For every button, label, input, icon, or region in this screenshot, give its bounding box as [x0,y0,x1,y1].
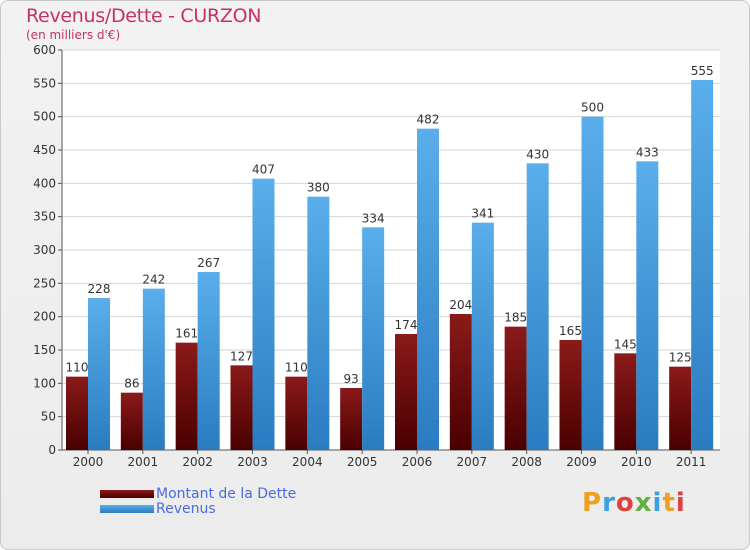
data-label-revenue: 228 [88,282,111,296]
y-tick-label: 150 [33,343,56,357]
chart-subtitle: (en milliers d'€) [26,28,121,42]
legend-label-revenue: Revenus [156,500,216,517]
data-label-debt: 145 [614,337,637,351]
bar-revenue [362,227,385,450]
data-label-revenue: 555 [691,64,714,78]
bar-debt [504,326,527,450]
y-tick-label: 100 [33,376,56,390]
x-tick-label: 2005 [347,455,378,469]
logo-letter: r [602,488,616,518]
y-tick-label: 450 [33,143,56,157]
data-label-revenue: 430 [526,147,549,161]
y-tick-label: 350 [33,210,56,224]
data-label-revenue: 407 [252,163,275,177]
y-tick-label: 400 [33,176,56,190]
legend-swatch-debt [100,489,154,498]
logo-letter: t [662,488,676,518]
data-label-debt: 110 [66,361,89,375]
legend-swatch-revenue [100,504,154,513]
y-tick-label: 500 [33,110,56,124]
bar-debt [285,376,308,450]
legend: Montant de la Dette Revenus [100,485,297,517]
data-label-revenue: 341 [471,207,494,221]
logo-letter: o [615,488,635,518]
data-label-debt: 204 [449,298,472,312]
x-tick-label: 2000 [73,455,104,469]
y-tick-label: 200 [33,310,56,324]
bar-revenue [581,116,604,451]
proxiti-logo: Proxiti [582,488,686,518]
bar-revenue [307,196,330,450]
bar-debt [66,376,88,450]
x-tick-label: 2004 [292,455,323,469]
logo-letter: P [582,488,603,518]
data-label-debt: 86 [124,377,139,391]
y-tick-label: 250 [33,276,56,290]
y-tick-label: 600 [33,43,56,57]
bar-debt [449,314,472,450]
bar-revenue [142,288,165,450]
bar-revenue [471,222,494,450]
data-label-debt: 110 [285,361,308,375]
data-label-revenue: 267 [197,256,220,270]
bar-debt [395,334,417,450]
legend-item-debt: Montant de la Dette [100,485,297,502]
data-label-debt: 185 [504,311,527,325]
data-label-debt: 125 [669,351,692,365]
x-tick-label: 2009 [566,455,597,469]
data-label-debt: 165 [559,324,582,338]
x-tick-label: 2003 [237,455,268,469]
bar-debt [230,365,253,450]
x-tick-label: 2011 [676,455,707,469]
bar-debt [120,392,143,450]
bar-debt [614,353,637,450]
bar-revenue [88,298,110,450]
chart-title: Revenus/Dette - CURZON [26,5,262,27]
logo-letter: i [652,488,663,518]
legend-label-debt: Montant de la Dette [156,485,297,502]
bar-revenue [636,161,659,451]
y-tick-label: 300 [33,243,56,257]
data-label-debt: 127 [230,349,253,363]
x-tick-label: 2006 [402,455,433,469]
bar-revenue [526,163,549,451]
data-label-revenue: 380 [307,181,330,195]
bar-debt [669,366,692,450]
logo-letter: i [675,488,686,518]
logo-letter: x [634,488,653,518]
bar-debt [559,340,582,450]
x-tick-label: 2010 [621,455,652,469]
x-tick-label: 2001 [128,455,159,469]
y-tick-label: 550 [33,76,56,90]
bar-debt [175,342,198,450]
data-label-revenue: 334 [362,211,385,225]
data-label-revenue: 500 [581,101,604,115]
x-tick-label: 2002 [182,455,213,469]
bar-revenue [252,178,275,450]
data-label-debt: 161 [175,327,198,341]
data-label-debt: 93 [344,372,359,386]
legend-item-revenue: Revenus [100,500,296,517]
bar-revenue [691,80,714,450]
x-tick-label: 2008 [511,455,542,469]
bar-revenue [197,272,220,450]
y-tick-label: 0 [48,443,56,457]
data-label-revenue: 242 [142,273,165,287]
y-tick-label: 50 [41,410,56,424]
data-label-revenue: 482 [417,113,440,127]
bar-revenue [417,128,439,450]
data-label-debt: 174 [395,318,418,332]
data-label-revenue: 433 [636,145,659,159]
x-tick-label: 2007 [457,455,488,469]
bar-debt [340,388,363,450]
